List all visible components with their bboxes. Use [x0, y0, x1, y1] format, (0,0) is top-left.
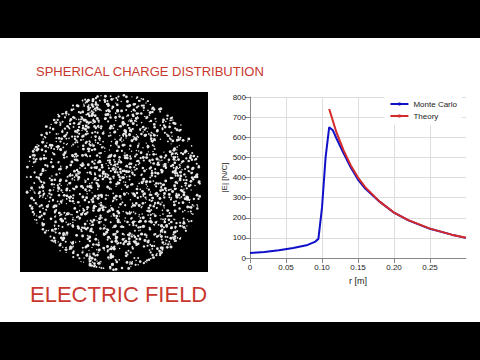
svg-text:0: 0 — [242, 254, 247, 263]
html-text:ELECTRIC FIELD: ELECTRIC FIELD — [30, 282, 208, 307]
html-text:SPHERICAL CHARGE DISTRIBUTION: SPHERICAL CHARGE DISTRIBUTION — [36, 64, 264, 79]
svg-text:0.05: 0.05 — [278, 263, 294, 272]
svg-text:0.25: 0.25 — [422, 263, 438, 272]
svg-text:300: 300 — [233, 193, 247, 202]
svg-text:r [m]: r [m] — [349, 276, 367, 286]
svg-text:400: 400 — [233, 173, 247, 182]
svg-text:0.20: 0.20 — [386, 263, 402, 272]
svg-text:0.15: 0.15 — [350, 263, 366, 272]
svg-text:800: 800 — [233, 93, 247, 102]
svg-text:0.10: 0.10 — [314, 263, 330, 272]
svg-text:600: 600 — [233, 133, 247, 142]
svg-text:Theory: Theory — [413, 112, 438, 121]
svg-text:200: 200 — [233, 213, 247, 222]
svg-text:0: 0 — [248, 263, 253, 272]
svg-text:|E| [N/C]: |E| [N/C] — [220, 163, 229, 193]
svg-text:500: 500 — [233, 153, 247, 162]
svg-text:700: 700 — [233, 113, 247, 122]
svg-text:100: 100 — [233, 233, 247, 242]
svg-text:Monte Carlo: Monte Carlo — [413, 100, 457, 109]
